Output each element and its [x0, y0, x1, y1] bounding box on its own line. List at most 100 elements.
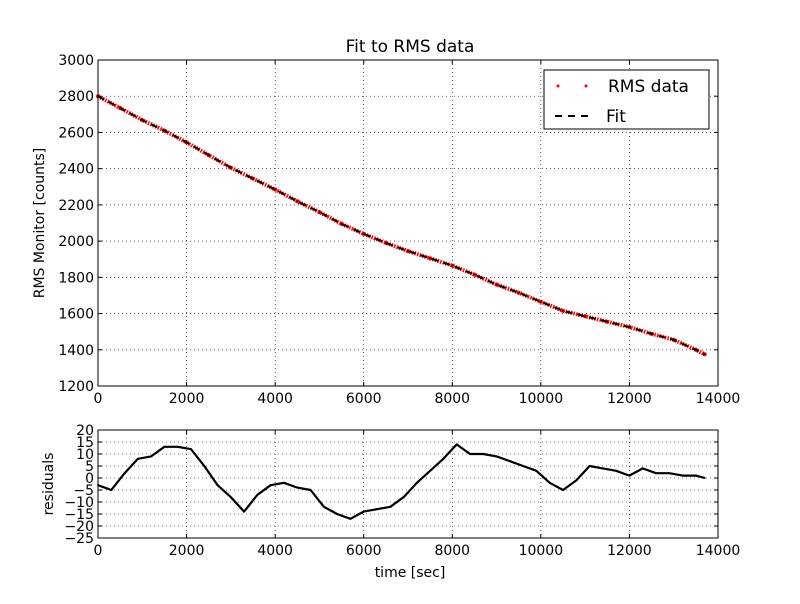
residuals-y-tick-label: −25: [64, 531, 94, 547]
main-data-point: [628, 326, 631, 329]
residuals-data-point: [362, 510, 365, 513]
main-x-tick-label: 6000: [346, 391, 382, 407]
residuals-data-point: [336, 513, 339, 515]
residuals-data-point: [548, 481, 551, 484]
residuals-x-tick-label: 12000: [607, 543, 652, 559]
main-data-point: [318, 211, 321, 214]
residuals-data-point: [376, 508, 378, 511]
residuals-data-point: [243, 510, 246, 513]
residuals-data-point: [562, 489, 564, 491]
residuals-x-tick-label: 2000: [169, 543, 205, 559]
main-data-point: [606, 320, 609, 323]
main-plot-frame: [97, 59, 719, 387]
main-data-point: [340, 223, 343, 225]
residuals-x-tick-label: 0: [94, 543, 103, 559]
main-data-point: [650, 332, 653, 335]
residuals-y-tick-label: −20: [64, 519, 94, 535]
main-y-tick-label: 1600: [58, 307, 94, 323]
main-x-tick-label: 12000: [607, 391, 652, 407]
legend-rms-marker: [556, 84, 560, 88]
main-data-point: [119, 107, 122, 109]
residuals-data-point: [429, 469, 432, 472]
residuals-x-tick-label: 14000: [696, 543, 741, 559]
legend-label-fit: Fit: [606, 107, 626, 127]
residuals-data-point: [681, 474, 684, 477]
main-data-point: [539, 300, 542, 303]
legend-label-rms-data: RMS data: [608, 77, 689, 97]
residuals-plot-frame: [97, 429, 719, 539]
residuals-data-point: [469, 453, 471, 455]
main-y-tick-label: 1800: [58, 270, 94, 286]
main-y-tick-label: 2000: [58, 234, 94, 250]
main-data-point: [252, 177, 254, 180]
main-y-tick-label: 1400: [58, 343, 94, 359]
residuals-y-tick-label: −15: [64, 507, 94, 523]
residuals-data-point: [628, 474, 631, 477]
residuals-x-axis-label: time [sec]: [375, 565, 446, 581]
main-data-point: [274, 188, 277, 191]
residuals-data-point: [110, 489, 113, 491]
residuals-data-point: [123, 472, 126, 475]
residuals-data-point: [575, 479, 578, 482]
main-data-point: [517, 291, 520, 294]
main-y-tick-label: 2600: [58, 125, 94, 141]
main-x-tick-label: 2000: [169, 391, 205, 407]
residuals-data-point: [402, 496, 405, 499]
residuals-data-point: [309, 489, 312, 491]
residuals-data-point: [522, 465, 525, 467]
residuals-chart: 0 2000 4000 6000 8000 10000 12000 14000−25−20−1…: [41, 423, 740, 581]
residuals-data-point: [163, 445, 166, 448]
residuals-series: [97, 443, 706, 520]
main-data-point: [207, 154, 210, 156]
legend-entry-rms-data: RMS data: [556, 77, 689, 97]
residuals-data-point: [176, 445, 179, 448]
main-series-fit: [97, 95, 706, 356]
main-data-point: [141, 119, 144, 122]
main-data-point: [473, 273, 476, 276]
residuals-data-point: [229, 496, 232, 499]
residuals-data-point: [482, 453, 485, 455]
main-data-point: [407, 250, 409, 252]
residuals-data-point: [269, 484, 272, 487]
main-y-tick-label: 3000: [58, 53, 94, 69]
residuals-data-point: [655, 472, 657, 475]
main-series-rms-data: [97, 94, 706, 357]
residuals-data-point: [136, 457, 139, 460]
main-x-tick-label: 10000: [519, 391, 564, 407]
legend: RMS data Fit: [543, 69, 710, 130]
residuals-data-point: [190, 448, 192, 451]
main-data-point: [429, 257, 432, 260]
residuals-data-point: [283, 481, 285, 484]
chart-title: Fit to RMS data: [346, 37, 475, 57]
residuals-data-point: [296, 486, 299, 489]
main-x-tick-label: 0: [94, 391, 103, 407]
residuals-y-tick-label: −10: [64, 495, 94, 511]
main-y-tick-label: 2400: [58, 162, 94, 178]
main-data-point: [703, 353, 706, 356]
residuals-series-residuals: [97, 443, 705, 520]
main-chart: Fit to RMS data 0 2000 4000 6000 8000 10000 12…: [32, 37, 740, 407]
residuals-data-point: [694, 474, 697, 477]
residuals-data-point: [150, 455, 153, 458]
main-data-point: [163, 129, 166, 132]
main-data-point: [562, 309, 564, 312]
residuals-data-point: [668, 472, 671, 475]
residuals-x-tick-label: 10000: [519, 543, 564, 559]
main-ticks: 0 2000 4000 6000 8000 10000 12000 14000 1200 1400…: [58, 53, 740, 407]
residuals-data-point: [216, 484, 219, 487]
residuals-data-point: [508, 460, 511, 463]
residuals-data-point: [442, 457, 445, 460]
residuals-data-point: [203, 465, 206, 467]
residuals-data-point: [322, 505, 325, 508]
residuals-x-tick-label: 8000: [434, 543, 470, 559]
residuals-data-point: [641, 467, 644, 470]
main-y-axis-label: RMS Monitor [counts]: [32, 148, 48, 299]
residuals-y-tick-label: 15: [76, 435, 94, 451]
main-data-point: [185, 141, 188, 144]
residuals-data-point: [349, 517, 352, 520]
residuals-ticks: 0 2000 4000 6000 8000 10000 12000 14000−25−20−1…: [64, 423, 740, 559]
residuals-y-tick-label: 10: [76, 447, 94, 463]
residuals-data-point: [588, 465, 591, 467]
residuals-data-point: [256, 493, 259, 496]
